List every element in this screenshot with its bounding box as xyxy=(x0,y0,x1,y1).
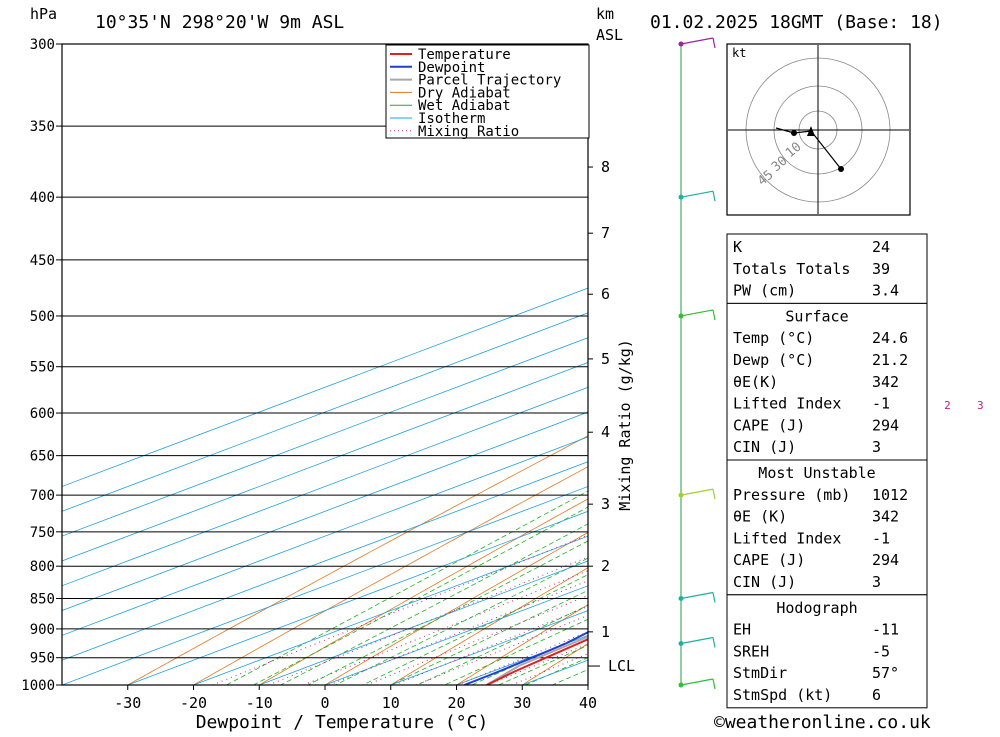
index-label: CAPE (J) xyxy=(733,416,805,434)
pressure-tick-label: 950 xyxy=(30,651,55,667)
index-value: -11 xyxy=(872,621,899,639)
index-value: 294 xyxy=(872,416,899,434)
indices-panel: K 24 Totals Totals 39 PW (cm) 3.4 Surface Temp … xyxy=(727,234,927,708)
index-label: Totals Totals xyxy=(733,260,850,278)
index-label: θE(K) xyxy=(733,373,778,391)
index-label: CIN (J) xyxy=(733,438,796,456)
x-axis-title: Dewpoint / Temperature (°C) xyxy=(196,712,489,733)
temperature-tick-label: 10 xyxy=(382,694,400,712)
index-section-title: Surface xyxy=(785,307,848,325)
index-value: 1012 xyxy=(872,486,908,504)
index-label: CAPE (J) xyxy=(733,551,805,569)
pressure-tick-label: 450 xyxy=(30,253,55,269)
legend-entry: Mixing Ratio xyxy=(418,124,519,140)
height-unit-km: km xyxy=(596,5,614,23)
height-tick-label: 4 xyxy=(601,423,610,441)
index-label: CIN (J) xyxy=(733,573,796,591)
index-value: 3 xyxy=(872,573,881,591)
temperature-tick-label: 30 xyxy=(513,694,531,712)
pressure-tick-label: 850 xyxy=(30,591,55,607)
index-section-title: Most Unstable xyxy=(758,464,875,482)
index-value: 3 xyxy=(872,438,881,456)
hodograph-point xyxy=(791,130,797,136)
mixing-ratio-label: 3 xyxy=(977,399,984,412)
height-tick-label: 8 xyxy=(601,158,610,176)
height-tick-label: 1 xyxy=(601,623,610,641)
index-label: Dewp (°C) xyxy=(733,351,814,369)
pressure-tick-label: 700 xyxy=(30,488,55,504)
mixing-ratio-axis-title: Mixing Ratio (g/kg) xyxy=(616,339,634,511)
pressure-tick-label: 550 xyxy=(30,360,55,376)
index-value: 3.4 xyxy=(872,282,899,300)
index-label: SREH xyxy=(733,642,769,660)
index-label: EH xyxy=(733,621,751,639)
index-label: K xyxy=(733,238,742,256)
pressure-tick-label: 500 xyxy=(30,309,55,325)
index-label: Lifted Index xyxy=(733,395,841,413)
index-label: Pressure (mb) xyxy=(733,486,850,504)
hodograph-point xyxy=(838,166,844,172)
index-value: 342 xyxy=(872,508,899,526)
mixing-ratio-label: 2 xyxy=(944,399,951,412)
index-label: Lifted Index xyxy=(733,529,841,547)
index-value: 6 xyxy=(872,686,881,704)
index-label: StmDir xyxy=(733,664,787,682)
index-value: -1 xyxy=(872,529,890,547)
pressure-unit-label: hPa xyxy=(30,5,57,23)
pressure-tick-label: 400 xyxy=(30,190,55,206)
pressure-tick-label: 650 xyxy=(30,449,55,465)
footer-credit: ©weatheronline.co.uk xyxy=(714,712,931,733)
pressure-tick-label: 600 xyxy=(30,406,55,422)
pressure-tick-label: 1000 xyxy=(21,678,55,694)
location-title: 10°35'N 298°20'W 9m ASL xyxy=(95,12,344,33)
pressure-tick-label: 800 xyxy=(30,559,55,575)
index-label: StmSpd (kt) xyxy=(733,686,832,704)
height-tick-label: 7 xyxy=(601,224,610,242)
index-value: 24.6 xyxy=(872,329,908,347)
pressure-tick-label: 750 xyxy=(30,525,55,541)
index-value: 21.2 xyxy=(872,351,908,369)
index-section-title: Hodograph xyxy=(776,599,857,617)
height-tick-label: 5 xyxy=(601,350,610,368)
temperature-tick-label: 20 xyxy=(447,694,465,712)
pressure-tick-label: 300 xyxy=(30,37,55,53)
temperature-tick-label: -10 xyxy=(246,694,273,712)
pressure-tick-label: 350 xyxy=(30,119,55,135)
index-value: 342 xyxy=(872,373,899,391)
index-value: -5 xyxy=(872,642,890,660)
height-tick-label: 3 xyxy=(601,495,610,513)
index-value: 39 xyxy=(872,260,890,278)
height-unit-asl: ASL xyxy=(596,26,623,44)
index-label: θE (K) xyxy=(733,508,787,526)
index-label: PW (cm) xyxy=(733,282,796,300)
pressure-tick-label: 900 xyxy=(30,622,55,638)
lcl-label: LCL xyxy=(608,657,635,675)
temperature-tick-label: 40 xyxy=(579,694,597,712)
temperature-tick-label: -20 xyxy=(180,694,207,712)
height-tick-label: 6 xyxy=(601,285,610,303)
height-tick-label: 2 xyxy=(601,557,610,575)
index-value: 294 xyxy=(872,551,899,569)
index-value: -1 xyxy=(872,395,890,413)
index-value: 57° xyxy=(872,664,899,682)
hodograph-unit: kt xyxy=(732,46,746,60)
temperature-tick-label: -30 xyxy=(114,694,141,712)
index-label: Temp (°C) xyxy=(733,329,814,347)
index-value: 24 xyxy=(872,238,890,256)
datetime-title: 01.02.2025 18GMT (Base: 18) xyxy=(650,12,943,33)
temperature-tick-label: 0 xyxy=(320,694,329,712)
